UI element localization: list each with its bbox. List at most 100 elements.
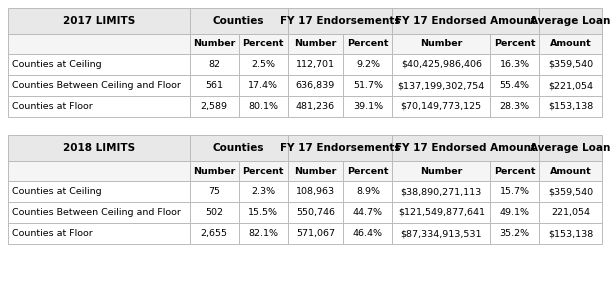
Bar [490, 202, 539, 223]
Text: 9.2%: 9.2% [356, 60, 380, 69]
Bar [343, 34, 392, 54]
Text: 2,589: 2,589 [201, 102, 228, 111]
Text: Amount: Amount [550, 39, 592, 48]
Bar [287, 34, 343, 54]
Bar [392, 181, 490, 202]
Bar [239, 181, 287, 202]
Bar [190, 135, 287, 161]
Bar [239, 223, 287, 244]
Text: 108,963: 108,963 [296, 187, 335, 196]
Bar [239, 54, 287, 75]
Text: $153,138: $153,138 [548, 102, 593, 111]
Bar [490, 54, 539, 75]
Text: 2018 LIMITS: 2018 LIMITS [63, 143, 135, 153]
Text: 17.4%: 17.4% [248, 81, 278, 90]
Text: Counties: Counties [213, 143, 264, 153]
Text: 51.7%: 51.7% [353, 81, 383, 90]
Bar [287, 8, 392, 34]
Bar [539, 34, 602, 54]
Text: Counties: Counties [213, 16, 264, 26]
Bar [490, 96, 539, 117]
Bar [287, 54, 343, 75]
Bar [343, 161, 392, 181]
Text: Counties at Floor: Counties at Floor [12, 102, 93, 111]
Text: 46.4%: 46.4% [353, 229, 383, 238]
Bar [392, 75, 490, 96]
Text: $153,138: $153,138 [548, 229, 593, 238]
Bar [343, 223, 392, 244]
Bar [190, 8, 287, 34]
Bar [539, 161, 602, 181]
Text: 8.9%: 8.9% [356, 187, 380, 196]
Text: Percent: Percent [347, 39, 389, 48]
Bar [287, 75, 343, 96]
Text: Percent: Percent [347, 167, 389, 176]
Text: 2,655: 2,655 [201, 229, 228, 238]
Bar [8, 161, 190, 181]
Text: $40,425,986,406: $40,425,986,406 [401, 60, 482, 69]
Bar [8, 223, 190, 244]
Text: $121,549,877,641: $121,549,877,641 [398, 208, 485, 217]
Bar [8, 202, 190, 223]
Bar [8, 135, 190, 161]
Text: Percent: Percent [242, 167, 284, 176]
Bar [392, 96, 490, 117]
Bar [539, 135, 602, 161]
Bar [190, 161, 239, 181]
Bar [539, 181, 602, 202]
Text: FY 17 Endorsed Amount: FY 17 Endorsed Amount [395, 143, 536, 153]
Text: Percent: Percent [494, 167, 536, 176]
Bar [190, 54, 239, 75]
Text: Counties at Floor: Counties at Floor [12, 229, 93, 238]
Text: 28.3%: 28.3% [500, 102, 529, 111]
Bar [490, 161, 539, 181]
Bar [392, 54, 490, 75]
Bar [8, 75, 190, 96]
Bar [343, 181, 392, 202]
Bar [539, 75, 602, 96]
Text: Number: Number [420, 39, 462, 48]
Text: $87,334,913,531: $87,334,913,531 [401, 229, 482, 238]
Bar [539, 96, 602, 117]
Text: $221,054: $221,054 [548, 81, 593, 90]
Text: 561: 561 [205, 81, 223, 90]
Text: 502: 502 [205, 208, 223, 217]
Text: FY 17 Endorsements: FY 17 Endorsements [280, 143, 400, 153]
Text: Percent: Percent [242, 39, 284, 48]
Bar [392, 161, 490, 181]
Text: 2.3%: 2.3% [251, 187, 275, 196]
Text: 82: 82 [208, 60, 220, 69]
Text: 39.1%: 39.1% [353, 102, 383, 111]
Bar [190, 34, 239, 54]
Text: 80.1%: 80.1% [248, 102, 278, 111]
Bar [239, 202, 287, 223]
Bar [287, 202, 343, 223]
Bar [287, 223, 343, 244]
Text: 2017 LIMITS: 2017 LIMITS [63, 16, 135, 26]
Bar [392, 135, 539, 161]
Text: Counties Between Ceiling and Floor: Counties Between Ceiling and Floor [12, 81, 181, 90]
Bar [539, 54, 602, 75]
Text: 481,236: 481,236 [296, 102, 335, 111]
Bar [239, 161, 287, 181]
Bar [490, 223, 539, 244]
Bar [539, 202, 602, 223]
Text: Amount: Amount [550, 167, 592, 176]
Bar [239, 96, 287, 117]
Bar [287, 96, 343, 117]
Bar [392, 34, 490, 54]
Bar [287, 181, 343, 202]
Bar [8, 54, 190, 75]
Text: 112,701: 112,701 [296, 60, 335, 69]
Bar [392, 223, 490, 244]
Bar [490, 34, 539, 54]
Bar [8, 8, 190, 34]
Text: Average Loan: Average Loan [530, 16, 610, 26]
Bar [539, 8, 602, 34]
Bar [490, 75, 539, 96]
Bar [190, 75, 239, 96]
Text: Number: Number [294, 39, 337, 48]
Bar [392, 202, 490, 223]
Text: Number: Number [294, 167, 337, 176]
Text: Average Loan: Average Loan [530, 143, 610, 153]
